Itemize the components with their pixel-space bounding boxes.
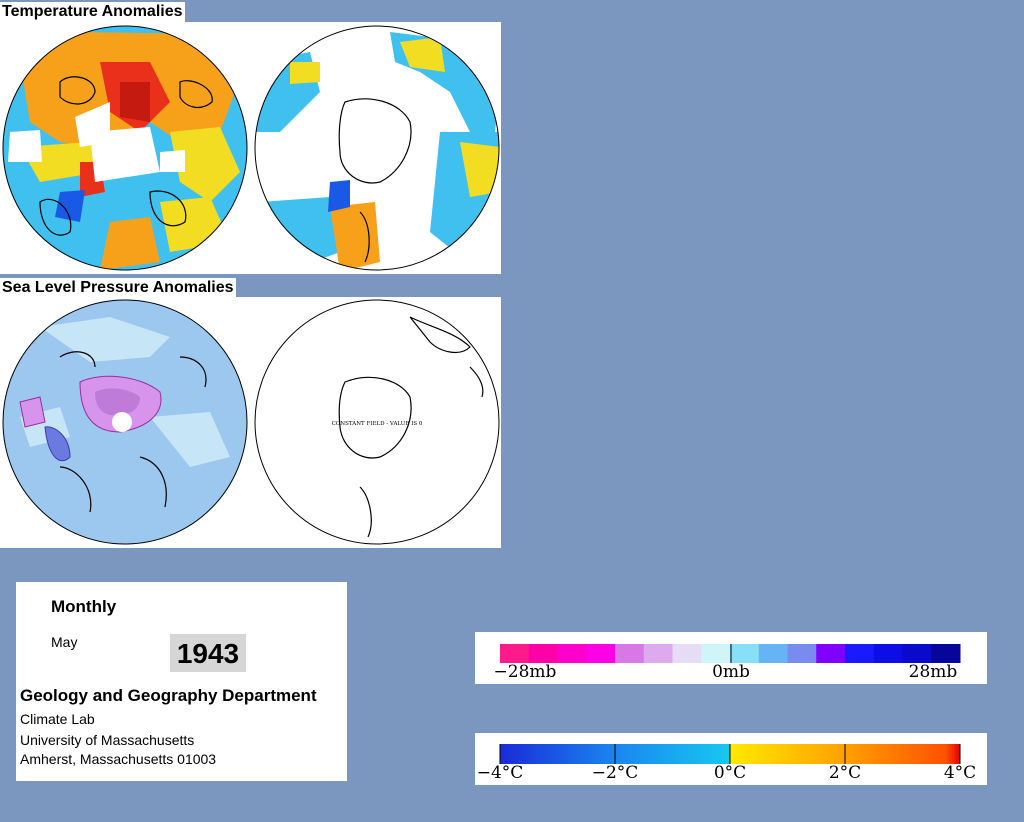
pressure-legend-swatch: [672, 644, 702, 663]
pressure-maps-panel: CONSTANT FIELD - VALUE IS 0: [0, 297, 501, 548]
pressure-anomalies-title: Sea Level Pressure Anomalies: [0, 278, 236, 298]
pressure-legend-swatch: [586, 644, 616, 663]
temperature-anomalies-title: Temperature Anomalies: [0, 2, 185, 22]
info-panel: Monthly May 1943 Geology and Geography D…: [16, 582, 347, 781]
constant-field-note: CONSTANT FIELD - VALUE IS 0: [332, 421, 423, 427]
pressure-legend-swatch: [902, 644, 932, 663]
pressure-legend-swatch: [873, 644, 903, 663]
department-name: Geology and Geography Department: [20, 686, 317, 705]
address: Amherst, Massachusetts 01003: [20, 751, 217, 767]
university-name: University of Massachusetts: [20, 732, 195, 748]
temperature-south-map: [255, 26, 499, 270]
pressure-min-label: −28mb: [494, 662, 557, 682]
pressure-legend-swatch: [500, 644, 530, 663]
pressure-south-map: CONSTANT FIELD - VALUE IS 0: [254, 299, 500, 545]
pressure-legend: −28mb 0mb 28mb: [475, 632, 987, 684]
pressure-max-label: 28mb: [909, 662, 958, 682]
temperature-label-neg4: −4°C: [477, 763, 524, 783]
pressure-legend-swatch: [787, 644, 817, 663]
pressure-legend-swatch: [758, 644, 788, 663]
pressure-legend-swatch: [845, 644, 875, 663]
pressure-legend-swatch: [528, 644, 558, 663]
lab-name: Climate Lab: [20, 711, 95, 727]
pressure-legend-swatch: [701, 644, 731, 663]
year-display: 1943: [170, 634, 246, 672]
temperature-label-neg2: −2°C: [592, 763, 639, 783]
temperature-maps-panel: [0, 22, 501, 274]
temperature-legend: −4°C −2°C 0°C 2°C 4°C: [475, 733, 987, 785]
month-label: May: [51, 634, 78, 650]
pressure-legend-swatch: [816, 644, 846, 663]
temperature-north-map: [3, 26, 247, 270]
temperature-label-pos2: 2°C: [829, 763, 861, 783]
pressure-north-map: [3, 300, 247, 544]
temperature-label-zero: 0°C: [714, 763, 746, 783]
temperature-label-pos4: 4°C: [944, 763, 976, 783]
pressure-legend-swatch: [931, 644, 961, 663]
pressure-legend-swatch: [643, 644, 673, 663]
pressure-legend-swatch: [730, 644, 760, 663]
pressure-legend-swatch: [557, 644, 587, 663]
pressure-legend-swatch: [615, 644, 645, 663]
pressure-zero-label: 0mb: [712, 662, 750, 682]
frequency-label: Monthly: [51, 597, 117, 616]
